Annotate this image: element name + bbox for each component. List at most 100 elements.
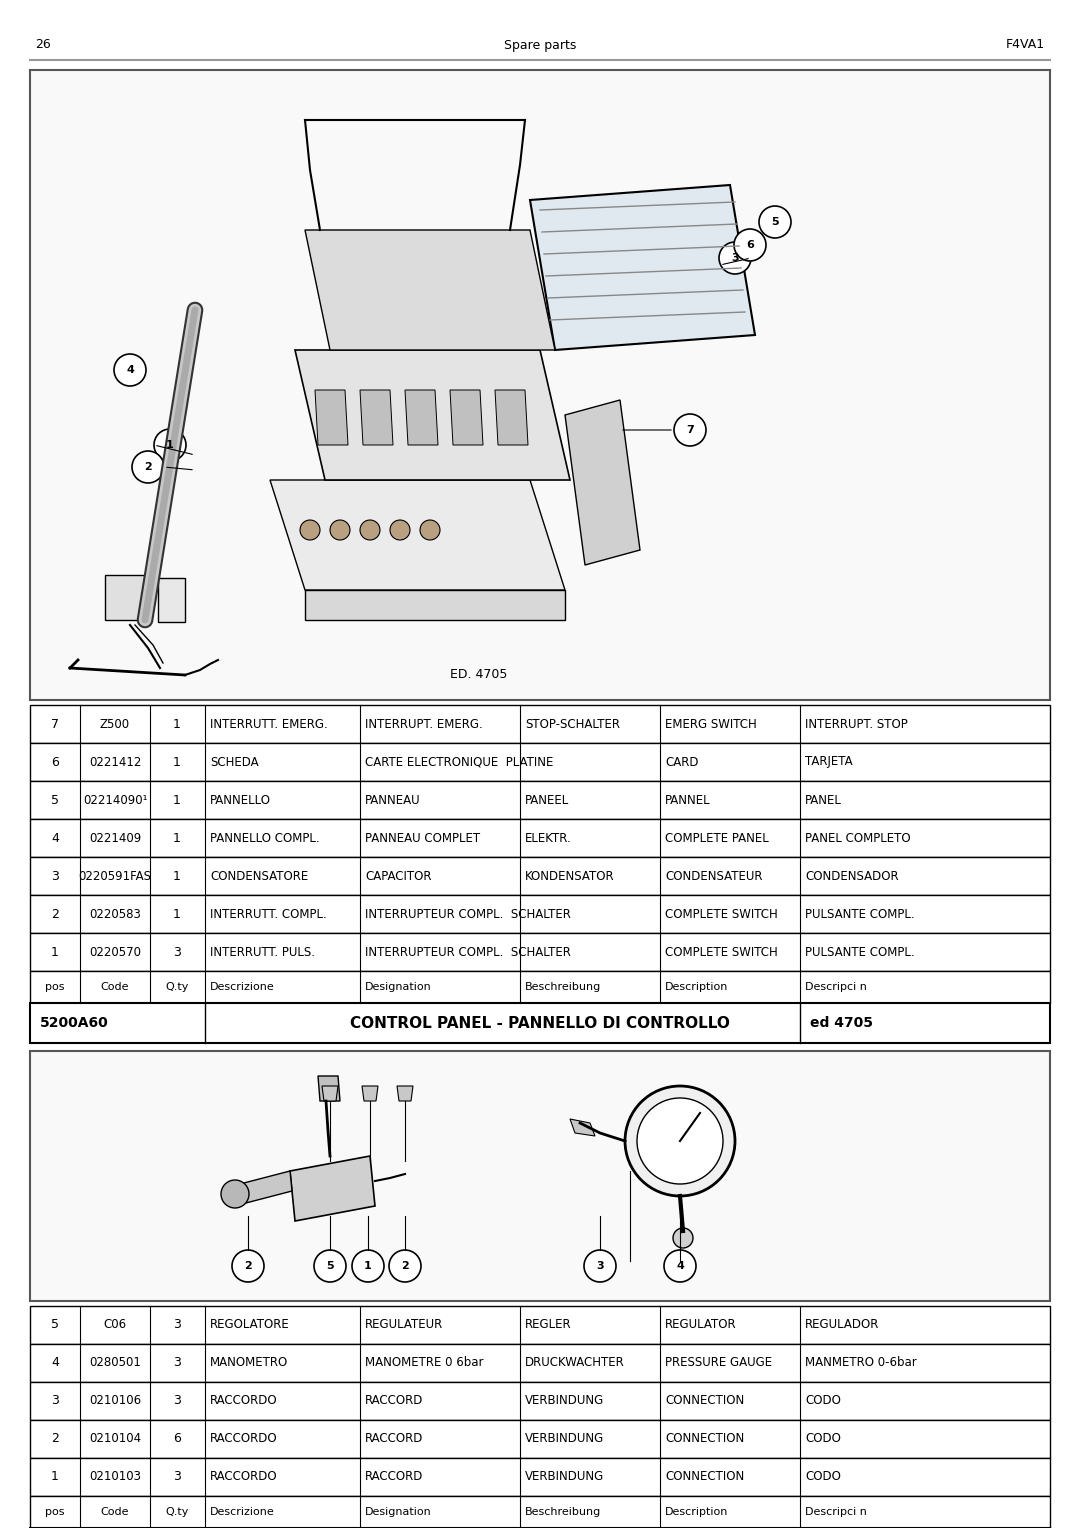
Text: CONDENSADOR: CONDENSADOR: [805, 869, 899, 883]
Text: ELEKTR.: ELEKTR.: [525, 831, 571, 845]
Text: STOP-SCHALTER: STOP-SCHALTER: [525, 718, 620, 730]
Polygon shape: [295, 350, 570, 480]
Polygon shape: [570, 1118, 595, 1135]
Polygon shape: [105, 575, 150, 620]
Text: F4VA1: F4VA1: [1005, 38, 1045, 52]
Text: 3: 3: [51, 1395, 59, 1407]
Text: 0210104: 0210104: [89, 1433, 141, 1445]
Circle shape: [664, 1250, 696, 1282]
Text: Descrizione: Descrizione: [210, 983, 274, 992]
Text: CODO: CODO: [805, 1470, 841, 1484]
Text: VERBINDUNG: VERBINDUNG: [525, 1395, 604, 1407]
Text: Descrizione: Descrizione: [210, 1507, 274, 1517]
Text: 26: 26: [35, 38, 51, 52]
Text: 6: 6: [746, 240, 754, 251]
Circle shape: [637, 1099, 723, 1184]
Bar: [30, 1002, 1050, 1044]
Text: INTERRUPTEUR COMPL.  SCHALTER: INTERRUPTEUR COMPL. SCHALTER: [365, 908, 571, 920]
Polygon shape: [322, 1086, 338, 1102]
Bar: [30, 934, 1050, 970]
Text: RACCORDO: RACCORDO: [210, 1433, 278, 1445]
Text: INTERRUPTEUR COMPL.  SCHALTER: INTERRUPTEUR COMPL. SCHALTER: [365, 946, 571, 958]
Text: REGOLATORE: REGOLATORE: [210, 1319, 289, 1331]
Text: VERBINDUNG: VERBINDUNG: [525, 1470, 604, 1484]
Circle shape: [584, 1250, 616, 1282]
Text: 0220583: 0220583: [89, 908, 140, 920]
Text: REGLER: REGLER: [525, 1319, 571, 1331]
Text: Descripci n: Descripci n: [805, 1507, 867, 1517]
Text: Spare parts: Spare parts: [503, 38, 577, 52]
Text: 0210103: 0210103: [89, 1470, 141, 1484]
Text: MANOMETRO: MANOMETRO: [210, 1357, 288, 1369]
Polygon shape: [291, 1157, 375, 1221]
Text: CONDENSATORE: CONDENSATORE: [210, 869, 308, 883]
Text: ed 4705: ed 4705: [810, 1016, 873, 1030]
Text: 4: 4: [51, 831, 59, 845]
Text: PANEEL: PANEEL: [525, 793, 569, 807]
Text: 02214090¹: 02214090¹: [83, 793, 147, 807]
Bar: [30, 781, 1050, 819]
Text: INTERRUPT. EMERG.: INTERRUPT. EMERG.: [365, 718, 483, 730]
Circle shape: [673, 1229, 693, 1248]
Polygon shape: [270, 480, 565, 590]
Polygon shape: [530, 185, 755, 350]
Text: REGULATOR: REGULATOR: [665, 1319, 737, 1331]
Circle shape: [734, 229, 766, 261]
Text: 2: 2: [144, 461, 152, 472]
Text: 1: 1: [51, 946, 59, 958]
Circle shape: [719, 241, 751, 274]
Text: EMERG SWITCH: EMERG SWITCH: [665, 718, 757, 730]
Text: 1: 1: [166, 440, 174, 451]
Text: CAPACITOR: CAPACITOR: [365, 869, 432, 883]
Text: CARD: CARD: [665, 755, 699, 769]
Text: 4: 4: [51, 1357, 59, 1369]
Bar: [30, 895, 1050, 934]
Text: 0220570: 0220570: [89, 946, 141, 958]
Text: KONDENSATOR: KONDENSATOR: [525, 869, 615, 883]
Bar: [30, 819, 1050, 857]
Text: PULSANTE COMPL.: PULSANTE COMPL.: [805, 908, 915, 920]
Text: 3: 3: [173, 1470, 181, 1484]
Text: 2: 2: [51, 1433, 59, 1445]
Text: RACCORD: RACCORD: [365, 1470, 423, 1484]
Circle shape: [232, 1250, 264, 1282]
Circle shape: [389, 1250, 421, 1282]
Text: 1: 1: [173, 908, 181, 920]
Bar: [30, 704, 1050, 743]
Text: SCHEDA: SCHEDA: [210, 755, 258, 769]
Text: RACCORD: RACCORD: [365, 1433, 423, 1445]
Text: PANNEAU: PANNEAU: [365, 793, 420, 807]
Text: Designation: Designation: [365, 983, 432, 992]
Text: MANMETRO 0-6bar: MANMETRO 0-6bar: [805, 1357, 917, 1369]
Circle shape: [674, 414, 706, 446]
Polygon shape: [405, 390, 438, 445]
Text: PANEL: PANEL: [805, 793, 842, 807]
Text: 4: 4: [126, 365, 134, 374]
Text: C06: C06: [104, 1319, 126, 1331]
Bar: [30, 1458, 1050, 1496]
Text: 1: 1: [173, 755, 181, 769]
Text: Code: Code: [100, 983, 130, 992]
Text: 5: 5: [51, 793, 59, 807]
Text: 6: 6: [51, 755, 59, 769]
Text: 7: 7: [51, 718, 59, 730]
Text: 5: 5: [771, 217, 779, 228]
Text: 1: 1: [173, 793, 181, 807]
Text: RACCORDO: RACCORDO: [210, 1470, 278, 1484]
Polygon shape: [305, 590, 565, 620]
Circle shape: [314, 1250, 346, 1282]
Text: Designation: Designation: [365, 1507, 432, 1517]
Polygon shape: [565, 400, 640, 565]
Text: 1: 1: [51, 1470, 59, 1484]
Text: 2: 2: [51, 908, 59, 920]
Circle shape: [390, 520, 410, 539]
Text: 3: 3: [173, 1395, 181, 1407]
Bar: [30, 1381, 1050, 1420]
Polygon shape: [495, 390, 528, 445]
Text: 1: 1: [173, 869, 181, 883]
Circle shape: [360, 520, 380, 539]
Text: CONNECTION: CONNECTION: [665, 1395, 744, 1407]
Text: 4: 4: [676, 1261, 684, 1271]
Polygon shape: [318, 1076, 340, 1102]
Text: 5: 5: [326, 1261, 334, 1271]
